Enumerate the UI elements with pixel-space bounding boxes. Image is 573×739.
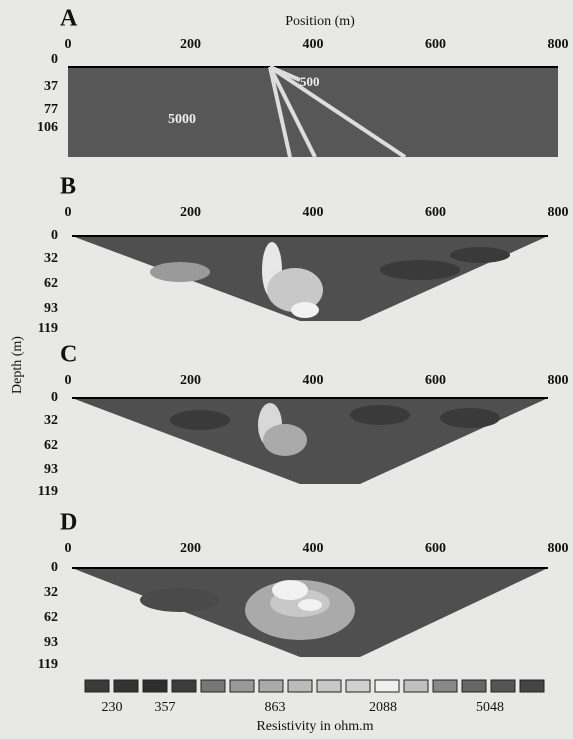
dyke — [268, 65, 407, 159]
panel-label: D — [60, 510, 77, 536]
contour — [140, 588, 220, 612]
colorbar-swatch — [142, 679, 168, 693]
colorbar-swatch — [200, 679, 226, 693]
x-tick-label: 600 — [425, 373, 446, 388]
depth-tick-label: 106 — [37, 120, 58, 135]
colorbar-label: 2088 — [369, 700, 397, 715]
x-tick-label: 800 — [548, 37, 569, 52]
colorbar-swatch — [461, 679, 487, 693]
x-tick-label: 400 — [303, 541, 324, 556]
contour — [350, 405, 410, 425]
colorbar-swatch — [432, 679, 458, 693]
panel-label: B — [60, 174, 76, 200]
colorbar-label: 5048 — [476, 700, 504, 715]
contour — [380, 260, 460, 280]
contour — [291, 302, 319, 318]
depth-tick-label: 119 — [38, 657, 58, 672]
x-tick-label: 600 — [425, 205, 446, 220]
x-tick-label: 0 — [65, 373, 72, 388]
depth-tick-label: 0 — [51, 52, 58, 67]
x-tick-label: 0 — [65, 37, 72, 52]
x-tick-label: 200 — [180, 373, 201, 388]
colorbar-swatch — [258, 679, 284, 693]
x-tick-label: 0 — [65, 205, 72, 220]
panel-label: A — [60, 6, 78, 32]
contour — [267, 268, 323, 312]
x-tick-label: 800 — [548, 541, 569, 556]
depth-tick-label: 0 — [51, 560, 58, 575]
depth-tick-label: 32 — [44, 585, 58, 600]
colorbar-swatch — [316, 679, 342, 693]
depth-tick-label: 119 — [38, 321, 58, 336]
x-tick-label: 800 — [548, 205, 569, 220]
depth-label: Depth (m) — [10, 336, 25, 394]
depth-tick-label: 77 — [44, 102, 58, 117]
panel-label: C — [60, 342, 77, 368]
contour — [263, 424, 307, 456]
x-tick-label: 200 — [180, 541, 201, 556]
axis-label: Position (m) — [285, 14, 355, 29]
colorbar-swatch — [345, 679, 371, 693]
colorbar-label: 863 — [265, 700, 286, 715]
dyke — [269, 65, 301, 82]
x-tick-label: 600 — [425, 541, 446, 556]
depth-tick-label: 32 — [44, 413, 58, 428]
colorbar-label: 357 — [155, 700, 176, 715]
annotation: 500 — [300, 74, 320, 89]
dyke — [268, 66, 317, 158]
depth-tick-label: 93 — [44, 635, 58, 650]
model-block — [68, 67, 558, 157]
x-tick-label: 0 — [65, 541, 72, 556]
depth-tick-label: 62 — [44, 610, 58, 625]
depth-tick-label: 93 — [44, 301, 58, 316]
depth-tick-label: 0 — [51, 390, 58, 405]
depth-tick-label: 32 — [44, 251, 58, 266]
colorbar-swatch — [113, 679, 139, 693]
colorbar-swatch — [374, 679, 400, 693]
contour — [450, 247, 510, 263]
depth-tick-label: 62 — [44, 276, 58, 291]
x-tick-label: 600 — [425, 37, 446, 52]
x-tick-label: 400 — [303, 373, 324, 388]
colorbar-swatch — [403, 679, 429, 693]
depth-tick-label: 0 — [51, 228, 58, 243]
x-tick-label: 200 — [180, 37, 201, 52]
contour — [272, 580, 308, 600]
colorbar-swatch — [229, 679, 255, 693]
colorbar-swatch — [519, 679, 545, 693]
depth-tick-label: 119 — [38, 484, 58, 499]
x-tick-label: 800 — [548, 373, 569, 388]
depth-tick-label: 62 — [44, 438, 58, 453]
colorbar-label: 230 — [102, 700, 123, 715]
contour — [150, 262, 210, 282]
annotation: 5000 — [168, 112, 196, 127]
x-tick-label: 400 — [303, 205, 324, 220]
dyke — [268, 66, 292, 158]
colorbar-swatch — [287, 679, 313, 693]
depth-tick-label: 37 — [44, 79, 58, 94]
x-tick-label: 200 — [180, 205, 201, 220]
contour — [440, 408, 500, 428]
depth-tick-label: 93 — [44, 462, 58, 477]
contour — [170, 410, 230, 430]
x-tick-label: 400 — [303, 37, 324, 52]
colorbar-swatch — [84, 679, 110, 693]
colorbar-swatch — [171, 679, 197, 693]
colorbar-swatch — [490, 679, 516, 693]
colorbar-title: Resistivity in ohm.m — [256, 719, 373, 734]
contour — [298, 599, 322, 611]
